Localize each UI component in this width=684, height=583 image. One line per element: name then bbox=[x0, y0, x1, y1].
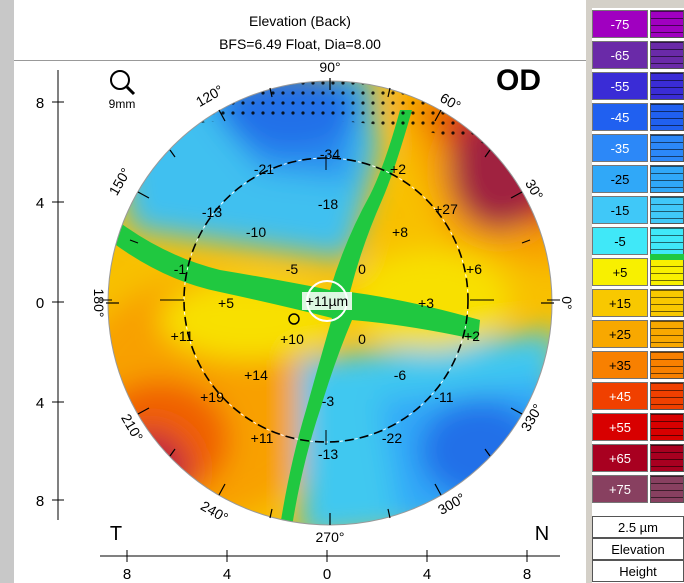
x-tick-label: 4 bbox=[423, 566, 431, 583]
map-value: +14 bbox=[244, 367, 268, 383]
legend-step: 2.5 µm bbox=[592, 516, 684, 538]
angle-label-120: 120° bbox=[193, 81, 226, 109]
y-tick-label: 8 bbox=[36, 95, 44, 112]
y-tick-label: 8 bbox=[36, 493, 44, 510]
legend-swatch: +65 bbox=[592, 444, 648, 472]
legend-scale-bar bbox=[650, 475, 684, 503]
map-value: -13 bbox=[202, 204, 222, 220]
map-value: +5 bbox=[218, 295, 234, 311]
zoom-label: 9mm bbox=[109, 97, 136, 111]
legend-swatch: -75 bbox=[592, 10, 648, 38]
legend-scale-bar bbox=[650, 351, 684, 379]
map-value: -22 bbox=[382, 430, 402, 446]
temporal-label: T bbox=[110, 523, 122, 545]
legend-scale-bar bbox=[650, 413, 684, 441]
map-value: +11 bbox=[171, 328, 194, 344]
elevation-map[interactable]: 8 4 0 4 8 8 4 0 4 8 90° 60° 30° 0° 330° … bbox=[0, 0, 590, 583]
legend-type-button[interactable]: Height bbox=[592, 560, 684, 582]
map-value: +3 bbox=[418, 295, 434, 311]
map-title: Elevation (Back) bbox=[249, 13, 351, 29]
legend-scale-bar bbox=[650, 320, 684, 348]
map-value: +19 bbox=[200, 389, 224, 405]
map-value: 0 bbox=[358, 261, 366, 277]
legend-swatch: +45 bbox=[592, 382, 648, 410]
map-value: -3 bbox=[322, 393, 335, 409]
legend-swatch: -65 bbox=[592, 41, 648, 69]
legend-swatch: +5 bbox=[592, 258, 648, 286]
map-value: +2 bbox=[464, 328, 480, 344]
legend-scale-bar bbox=[650, 227, 684, 255]
legend-swatch: -45 bbox=[592, 103, 648, 131]
legend-swatch: -55 bbox=[592, 72, 648, 100]
x-tick-label: 4 bbox=[223, 566, 231, 583]
angle-label-0: 0° bbox=[559, 296, 575, 309]
y-tick-label: 0 bbox=[36, 295, 44, 312]
legend-scale-bar bbox=[650, 103, 684, 131]
map-subtitle: BFS=6.49 Float, Dia=8.00 bbox=[219, 36, 381, 52]
map-value: -13 bbox=[318, 446, 338, 462]
map-value: -6 bbox=[394, 367, 407, 383]
legend-swatch: -25 bbox=[592, 165, 648, 193]
legend-scale-bar bbox=[650, 165, 684, 193]
map-title-box: Elevation (Back) BFS=6.49 Float, Dia=8.0… bbox=[14, 8, 586, 61]
map-value: -18 bbox=[318, 196, 338, 212]
y-tick-label: 4 bbox=[36, 195, 44, 212]
angle-label-90: 90° bbox=[319, 59, 340, 75]
x-tick-label: 8 bbox=[123, 566, 131, 583]
map-value: 0 bbox=[358, 331, 366, 347]
pupil-center-marker bbox=[288, 313, 300, 325]
magnifier-icon[interactable] bbox=[110, 70, 136, 96]
angle-label-270: 270° bbox=[316, 529, 345, 545]
legend-swatch: -35 bbox=[592, 134, 648, 162]
legend-scale-bar bbox=[650, 196, 684, 224]
map-value: +2 bbox=[390, 161, 406, 177]
legend-swatch: -15 bbox=[592, 196, 648, 224]
neutral-zone-band bbox=[108, 110, 480, 525]
map-value: -21 bbox=[254, 161, 274, 177]
map-value: -5 bbox=[286, 261, 299, 277]
map-value: +11 bbox=[251, 430, 274, 446]
map-value: +8 bbox=[392, 224, 408, 240]
legend-neutral-band bbox=[650, 254, 684, 260]
legend-scale-bar bbox=[650, 134, 684, 162]
x-tick-label: 0 bbox=[323, 566, 331, 583]
legend-scale-bar bbox=[650, 444, 684, 472]
map-value: +6 bbox=[466, 261, 482, 277]
angle-label-240: 240° bbox=[198, 497, 231, 525]
map-value: -1 bbox=[174, 261, 187, 277]
legend-scale-bar bbox=[650, 258, 684, 286]
legend-swatch: -5 bbox=[592, 227, 648, 255]
x-tick-label: 8 bbox=[523, 566, 531, 583]
legend-scale-bar bbox=[650, 41, 684, 69]
legend-scale-bar bbox=[650, 10, 684, 38]
color-legend: -75 -65 -55 -45 -35 -25 -15 -5 +5 +15 +25 +35 +45 +55… bbox=[592, 8, 684, 583]
legend-scale-bar bbox=[650, 289, 684, 317]
legend-scale-bar bbox=[650, 72, 684, 100]
legend-swatch: +55 bbox=[592, 413, 648, 441]
legend-swatch: +15 bbox=[592, 289, 648, 317]
rim-ticks bbox=[106, 78, 554, 525]
eye-label: OD bbox=[496, 64, 541, 97]
angle-label-180: 180° bbox=[91, 289, 107, 318]
legend-swatch: +35 bbox=[592, 351, 648, 379]
map-value: +10 bbox=[280, 331, 304, 347]
y-tick-label: 4 bbox=[36, 395, 44, 412]
nasal-label: N bbox=[535, 523, 549, 545]
map-value: -10 bbox=[246, 224, 266, 240]
crosshair bbox=[100, 155, 560, 445]
map-value: -34 bbox=[320, 146, 340, 162]
legend-swatch: +75 bbox=[592, 475, 648, 503]
center-value: +11µm bbox=[306, 293, 348, 309]
angle-label-150: 150° bbox=[105, 165, 133, 198]
legend-scale-bar bbox=[650, 382, 684, 410]
map-value: -11 bbox=[434, 389, 453, 405]
legend-swatch: +25 bbox=[592, 320, 648, 348]
legend-mode-button[interactable]: Elevation bbox=[592, 538, 684, 560]
map-value: +27 bbox=[434, 201, 458, 217]
